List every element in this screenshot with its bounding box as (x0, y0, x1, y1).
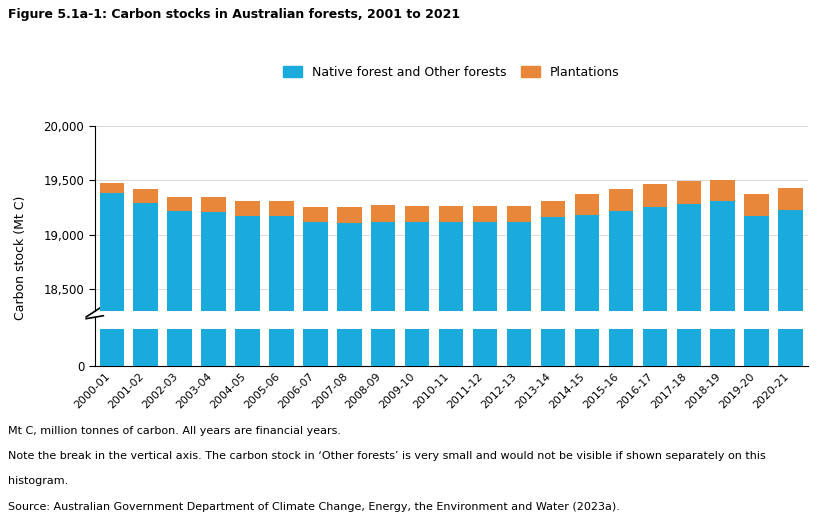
Text: Figure 5.1a-1: Carbon stocks in Australian forests, 2001 to 2021: Figure 5.1a-1: Carbon stocks in Australi… (8, 8, 461, 21)
Bar (609, 329, 633, 366)
Bar (337, 329, 362, 366)
Bar (473, 329, 498, 366)
Bar (133, 329, 158, 366)
Bar (269, 329, 293, 366)
Bar (473, 222, 498, 311)
Bar (507, 222, 531, 311)
Bar (133, 202, 158, 311)
Bar (744, 329, 769, 366)
Bar (541, 329, 565, 366)
Bar (744, 194, 769, 216)
Bar (303, 207, 328, 222)
Bar (609, 211, 633, 311)
Bar (236, 329, 260, 366)
Bar (269, 215, 293, 311)
Bar (100, 184, 124, 194)
Bar (133, 189, 158, 202)
Bar (371, 222, 396, 311)
Bar (100, 194, 124, 311)
Bar (201, 212, 226, 311)
Bar (541, 217, 565, 311)
Bar (371, 206, 396, 222)
Bar (439, 222, 463, 311)
Bar (643, 207, 667, 311)
Bar (779, 210, 803, 311)
Bar (303, 329, 328, 366)
Legend: Native forest and Other forests, Plantations: Native forest and Other forests, Plantat… (278, 61, 625, 84)
Bar (473, 207, 498, 222)
Bar (744, 216, 769, 311)
Bar (541, 201, 565, 217)
Bar (269, 201, 293, 215)
Bar (677, 181, 701, 203)
Text: Carbon stock (Mt C): Carbon stock (Mt C) (14, 195, 27, 320)
Bar (779, 188, 803, 210)
Bar (507, 206, 531, 222)
Bar (100, 329, 124, 366)
Bar (574, 329, 599, 366)
Bar (710, 329, 735, 366)
Text: Source: Australian Government Department of Climate Change, Energy, the Environm: Source: Australian Government Department… (8, 502, 620, 511)
Bar (779, 329, 803, 366)
Bar (574, 214, 599, 311)
Text: Note the break in the vertical axis. The carbon stock in ‘Other forests’ is very: Note the break in the vertical axis. The… (8, 451, 766, 461)
Bar (303, 222, 328, 311)
Bar (643, 184, 667, 207)
Bar (405, 207, 429, 222)
Bar (371, 329, 396, 366)
Bar (439, 207, 463, 222)
Bar (167, 329, 192, 366)
Bar (439, 329, 463, 366)
Bar (609, 189, 633, 211)
Bar (710, 179, 735, 201)
Text: Mt C, million tonnes of carbon. All years are financial years.: Mt C, million tonnes of carbon. All year… (8, 426, 341, 436)
Bar (405, 222, 429, 311)
Bar (677, 329, 701, 366)
Bar (405, 329, 429, 366)
Bar (337, 223, 362, 311)
Bar (167, 211, 192, 311)
Bar (507, 329, 531, 366)
Bar (337, 208, 362, 223)
Bar (167, 197, 192, 211)
Bar (574, 194, 599, 214)
Bar (677, 203, 701, 311)
Bar (236, 201, 260, 215)
Bar (643, 329, 667, 366)
Text: histogram.: histogram. (8, 476, 68, 486)
Bar (236, 215, 260, 311)
Bar (710, 201, 735, 311)
Bar (201, 197, 226, 212)
Bar (201, 329, 226, 366)
